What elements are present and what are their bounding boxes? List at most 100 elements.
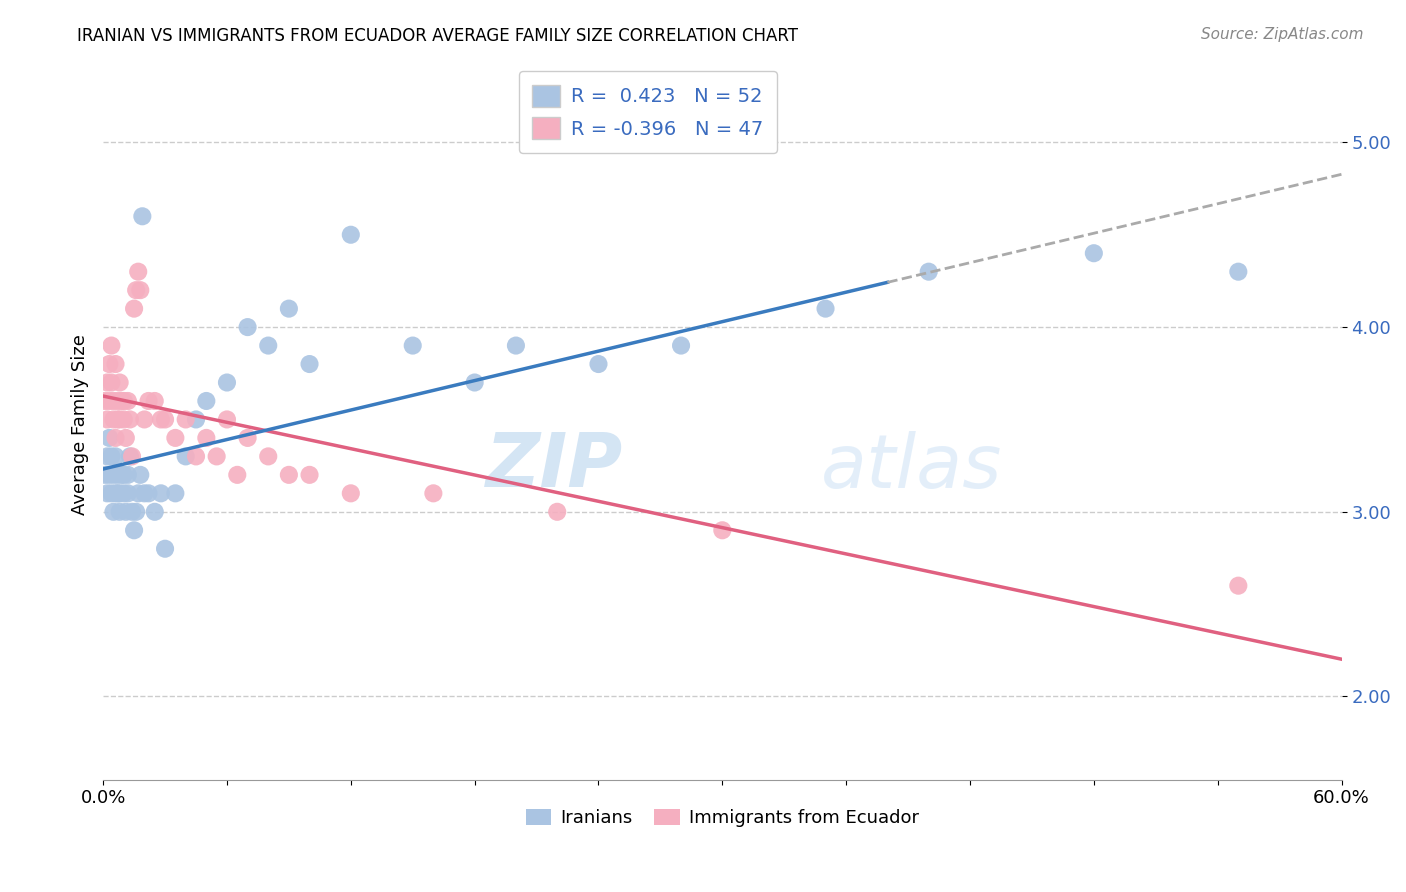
Point [96, 412, 118, 426]
Point [107, 394, 129, 409]
Point [257, 338, 280, 352]
Point [100, 376, 122, 390]
Point [103, 394, 125, 409]
Point [257, 450, 280, 464]
Point [100, 486, 122, 500]
Point [111, 467, 134, 482]
Point [149, 412, 172, 426]
Point [94, 394, 117, 409]
Y-axis label: Average Family Size: Average Family Size [72, 334, 89, 515]
Point [138, 486, 160, 500]
Point [125, 283, 148, 297]
Point [131, 209, 153, 223]
Point [104, 450, 127, 464]
Text: ZIP: ZIP [486, 430, 623, 503]
Point [96, 376, 118, 390]
Point [94, 467, 117, 482]
Point [153, 541, 176, 556]
Point [104, 431, 127, 445]
Point [98, 431, 121, 445]
Point [100, 450, 122, 464]
Point [107, 486, 129, 500]
Point [121, 450, 143, 464]
Point [103, 412, 125, 426]
Point [215, 376, 238, 390]
Point [117, 467, 139, 482]
Text: atlas: atlas [821, 431, 1002, 503]
Point [107, 467, 129, 482]
Point [277, 467, 299, 482]
Point [118, 450, 141, 464]
Point [108, 505, 131, 519]
Point [184, 412, 207, 426]
Point [143, 394, 166, 409]
Point [298, 357, 321, 371]
Point [125, 505, 148, 519]
Point [138, 394, 160, 409]
Point [98, 394, 121, 409]
Point [277, 301, 299, 316]
Point [184, 450, 207, 464]
Point [174, 412, 197, 426]
Point [588, 357, 610, 371]
Point [546, 505, 568, 519]
Point [153, 412, 176, 426]
Point [669, 338, 692, 352]
Point [100, 338, 122, 352]
Point [298, 467, 321, 482]
Point [114, 505, 136, 519]
Point [402, 338, 425, 352]
Legend: Iranians, Immigrants from Ecuador: Iranians, Immigrants from Ecuador [519, 802, 925, 835]
Point [149, 486, 172, 500]
Point [340, 227, 363, 242]
Point [104, 486, 127, 500]
Point [505, 338, 527, 352]
Text: Source: ZipAtlas.com: Source: ZipAtlas.com [1201, 27, 1364, 42]
Point [121, 505, 143, 519]
Point [103, 505, 125, 519]
Point [104, 357, 127, 371]
Point [127, 265, 149, 279]
Point [814, 301, 837, 316]
Text: IRANIAN VS IMMIGRANTS FROM ECUADOR AVERAGE FAMILY SIZE CORRELATION CHART: IRANIAN VS IMMIGRANTS FROM ECUADOR AVERA… [77, 27, 799, 45]
Point [96, 486, 118, 500]
Point [129, 283, 152, 297]
Point [205, 450, 228, 464]
Point [143, 505, 166, 519]
Point [129, 467, 152, 482]
Point [108, 412, 131, 426]
Point [112, 467, 135, 482]
Point [118, 412, 141, 426]
Point [103, 467, 125, 482]
Point [422, 486, 444, 500]
Point [340, 486, 363, 500]
Point [114, 431, 136, 445]
Point [134, 486, 156, 500]
Point [1083, 246, 1105, 260]
Point [1227, 265, 1250, 279]
Point [236, 320, 259, 334]
Point [174, 450, 197, 464]
Point [96, 450, 118, 464]
Point [165, 486, 187, 500]
Point [98, 467, 121, 482]
Point [226, 467, 249, 482]
Point [112, 412, 135, 426]
Point [195, 394, 218, 409]
Point [711, 523, 734, 537]
Point [111, 394, 134, 409]
Point [108, 486, 131, 500]
Point [117, 486, 139, 500]
Point [1227, 579, 1250, 593]
Point [108, 376, 131, 390]
Point [107, 412, 129, 426]
Point [117, 394, 139, 409]
Point [464, 376, 486, 390]
Point [165, 431, 187, 445]
Point [918, 265, 941, 279]
Point [195, 431, 218, 445]
Point [112, 394, 135, 409]
Point [122, 523, 145, 537]
Point [134, 412, 156, 426]
Point [122, 301, 145, 316]
